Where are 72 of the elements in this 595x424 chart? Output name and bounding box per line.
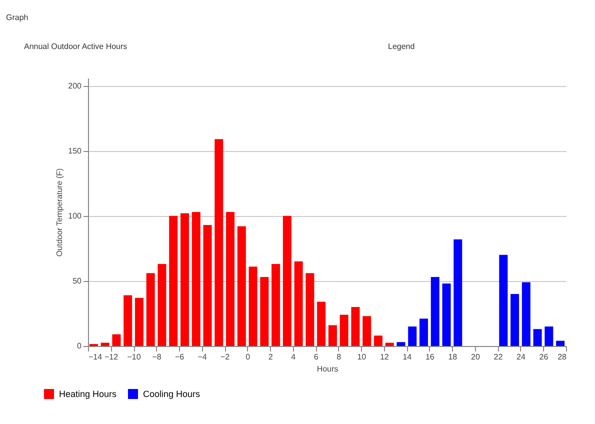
- bar: [226, 212, 235, 346]
- bar: [237, 226, 246, 346]
- x-tick-label: 8: [336, 352, 342, 362]
- bar: [442, 284, 451, 346]
- y-tick-label: 200: [68, 81, 82, 90]
- x-tick-label: 16: [425, 352, 435, 362]
- bar: [158, 264, 166, 346]
- text: Legend: [388, 42, 415, 51]
- bar: [544, 326, 554, 346]
- x-tick-label: 26: [539, 352, 549, 362]
- bar: [454, 239, 462, 346]
- bar: [306, 273, 314, 346]
- bar: [510, 294, 520, 346]
- bar: [408, 326, 417, 346]
- bar: [533, 329, 542, 346]
- bar: [260, 277, 269, 346]
- legend-label: Heating Hours: [59, 389, 118, 399]
- x-tick-label: −8: [152, 352, 162, 362]
- text: Graph: [6, 13, 28, 22]
- x-tick-label: −14: [88, 352, 103, 362]
- bar: [146, 273, 155, 346]
- bar: [100, 342, 110, 346]
- bar: [317, 302, 326, 346]
- bar: [124, 295, 132, 346]
- x-tick-label: 24: [516, 352, 526, 362]
- bar: [351, 306, 360, 346]
- bar: [248, 266, 258, 346]
- bar: [419, 318, 428, 346]
- x-tick-label: −6: [174, 352, 185, 362]
- x-tick-label: −12: [104, 352, 119, 362]
- x-tick-label: 0: [246, 352, 251, 362]
- bar: [362, 316, 372, 346]
- bar: [282, 216, 292, 346]
- bar: [385, 342, 394, 346]
- x-tick-label: 22: [494, 352, 504, 362]
- x-tick-label: 28: [558, 352, 568, 362]
- x-tick-label: −2: [220, 352, 230, 362]
- legend-label: Cooling Hours: [143, 389, 201, 399]
- bar: [180, 213, 189, 346]
- x-axis-title: Hours: [316, 364, 338, 374]
- bar: [203, 225, 212, 346]
- x-tick-label: 10: [357, 352, 367, 362]
- bar: [430, 277, 440, 346]
- x-tick-label: −10: [127, 352, 142, 362]
- chart-title: Annual Outdoor Active Hours: [24, 42, 128, 51]
- y-tick-label: 150: [68, 146, 82, 156]
- bar: [112, 334, 121, 346]
- bar: [522, 282, 530, 346]
- bar: [272, 264, 280, 346]
- x-tick-label: 6: [314, 352, 319, 362]
- y-axis-title: Outdoor Temperature (F): [55, 168, 64, 257]
- bar: [169, 216, 178, 346]
- x-tick-label: 20: [471, 352, 480, 362]
- y-tick-label: 0: [77, 342, 82, 350]
- bar: [499, 254, 508, 346]
- bar: [328, 325, 337, 346]
- bar: [294, 261, 303, 346]
- x-tick-label: −4: [198, 352, 208, 362]
- x-tick-label: 18: [448, 352, 458, 362]
- bar: [134, 298, 144, 346]
- bar: [374, 336, 382, 346]
- x-tick-label: 2: [268, 352, 274, 362]
- y-tick-label: 100: [68, 211, 82, 220]
- bar: [556, 340, 565, 346]
- bar: [340, 314, 348, 346]
- bar: [396, 342, 406, 346]
- bar: [214, 139, 224, 346]
- x-tick-label: 12: [380, 352, 390, 362]
- x-tick-label: 4: [291, 352, 296, 362]
- y-tick-label: 50: [72, 276, 82, 286]
- x-tick-label: 14: [402, 352, 412, 362]
- bar: [192, 212, 200, 346]
